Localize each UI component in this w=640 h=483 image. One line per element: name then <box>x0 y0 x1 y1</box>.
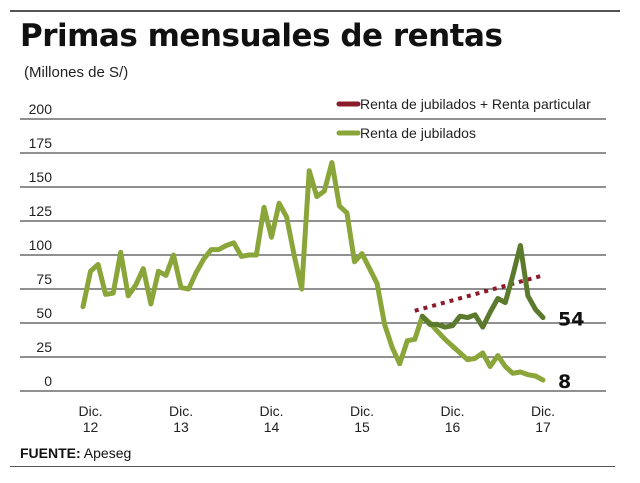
x-tick-label: Dic. <box>531 403 555 419</box>
series-line-renta-jubilados-particular <box>419 243 546 330</box>
gridlines <box>20 118 606 392</box>
legend: Renta de jubilados + Renta particular Ren… <box>336 96 591 141</box>
source-value: Apeseg <box>83 445 132 461</box>
x-tick-label: Dic. <box>440 403 464 419</box>
top-rule <box>10 10 620 12</box>
legend-label: Renta de jubilados <box>360 125 476 141</box>
end-value-label: 54 <box>558 309 584 331</box>
y-tick-label: 150 <box>29 169 53 185</box>
y-tick-label: 175 <box>29 135 53 151</box>
x-tick-label: Dic. <box>78 403 102 419</box>
x-tick-label: 12 <box>83 419 99 435</box>
x-tick-label: 17 <box>535 419 551 435</box>
chart-subtitle: (Millones de S/) <box>24 64 129 81</box>
x-tick-label: 16 <box>445 419 461 435</box>
annotations: 54 8 <box>558 309 584 394</box>
trend-line-dotted <box>414 273 544 313</box>
source-label: FUENTE: <box>20 445 81 461</box>
x-tick-label: Dic. <box>169 403 193 419</box>
source-note: FUENTE: Apeseg <box>20 445 131 461</box>
chart-title: Primas mensuales de rentas <box>20 18 503 54</box>
end-value-label: 8 <box>558 371 571 393</box>
y-tick-label: 50 <box>36 305 52 321</box>
x-tick-label: 13 <box>173 419 189 435</box>
x-tick-label: 14 <box>264 419 280 435</box>
y-tick-label: 200 <box>29 101 53 117</box>
y-tick-label: 100 <box>29 237 53 253</box>
y-tick-label: 75 <box>36 271 52 287</box>
legend-label: Renta de jubilados + Renta particular <box>360 96 591 112</box>
x-tick-label: 15 <box>354 419 370 435</box>
series-line-renta-jubilados <box>80 160 546 383</box>
y-tick-label: 25 <box>36 339 52 355</box>
series-group <box>80 160 546 383</box>
x-tick-label: Dic. <box>350 403 374 419</box>
y-tick-label: 0 <box>44 373 52 389</box>
y-axis-ticks: 0 25 50 75 100 125 150 175 200 <box>29 101 53 389</box>
y-tick-label: 125 <box>29 203 53 219</box>
bottom-rule <box>10 466 615 467</box>
x-tick-label: Dic. <box>259 403 283 419</box>
